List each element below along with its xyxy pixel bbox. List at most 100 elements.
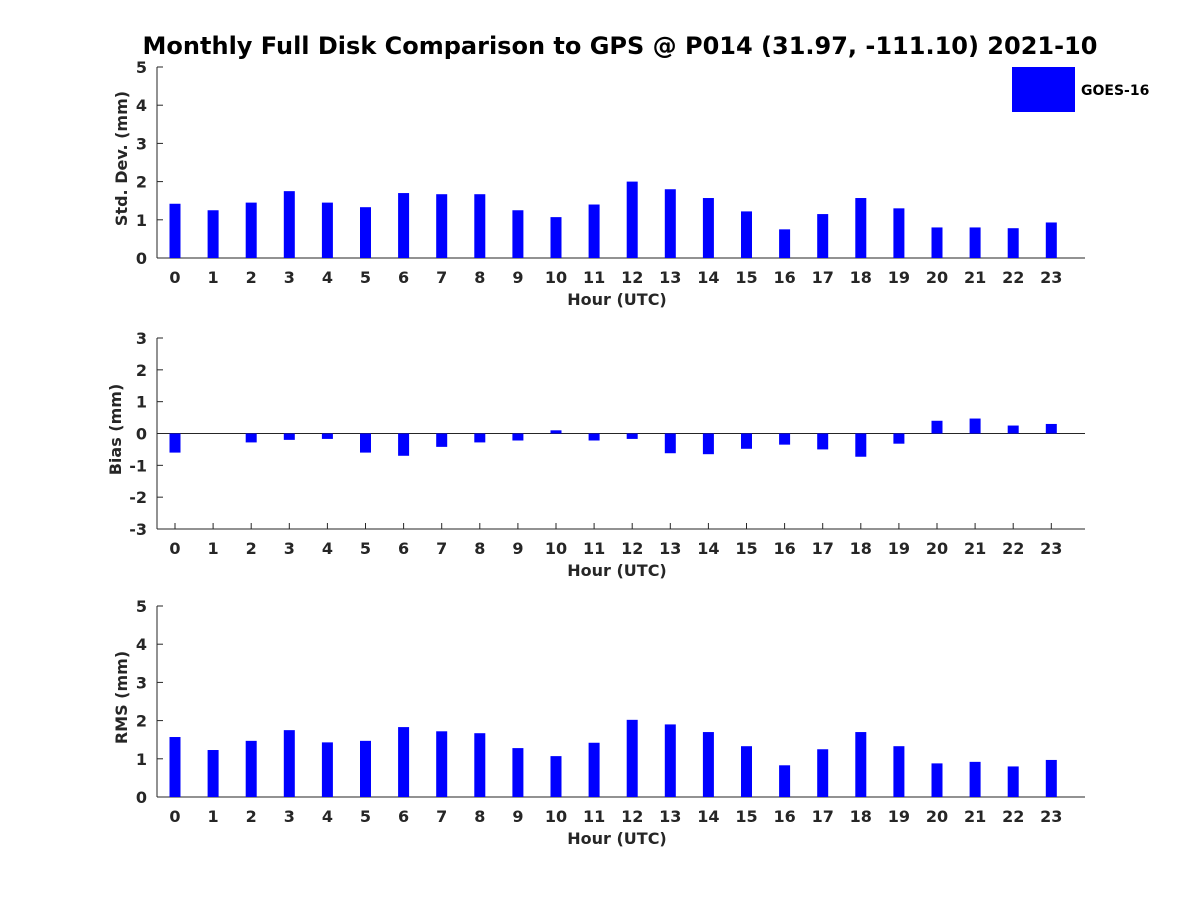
- x-tick-label: 0: [169, 807, 180, 826]
- x-tick-label: 13: [659, 539, 681, 558]
- bar-hour-0: [169, 737, 181, 797]
- bar-hour-8: [474, 733, 486, 797]
- x-axis-label: Hour (UTC): [567, 561, 667, 580]
- x-axis-label: Hour (UTC): [567, 829, 667, 848]
- bar-hour-15: [741, 433, 752, 449]
- x-tick-label: 7: [436, 268, 447, 287]
- y-axis-label: Std. Dev. (mm): [112, 91, 131, 226]
- x-tick-label: 5: [360, 268, 371, 287]
- x-tick-label: 4: [322, 539, 333, 558]
- x-tick-label: 20: [926, 807, 948, 826]
- x-tick-label: 2: [246, 807, 257, 826]
- bar-hour-2: [245, 202, 257, 258]
- bar-hour-10: [550, 430, 562, 434]
- bar-hour-1: [207, 210, 219, 258]
- bar-hour-10: [550, 756, 562, 797]
- bar-hour-8: [474, 194, 486, 258]
- x-tick-label: 18: [850, 268, 872, 287]
- bar-hour-22: [1007, 766, 1019, 797]
- legend-swatch: [1012, 67, 1075, 112]
- x-tick-label: 9: [512, 539, 523, 558]
- x-tick-label: 22: [1002, 539, 1024, 558]
- x-tick-label: 8: [474, 539, 485, 558]
- x-tick-label: 12: [621, 807, 643, 826]
- x-tick-label: 5: [360, 807, 371, 826]
- x-tick-label: 20: [926, 268, 948, 287]
- bar-hour-12: [626, 433, 638, 439]
- x-tick-label: 2: [246, 539, 257, 558]
- bar-hour-16: [779, 229, 791, 258]
- x-tick-label: 21: [964, 807, 986, 826]
- x-tick-label: 5: [360, 539, 371, 558]
- x-tick-label: 17: [812, 268, 834, 287]
- x-tick-label: 21: [964, 539, 986, 558]
- bar-hour-23: [1045, 222, 1057, 258]
- y-tick-label: 3: [136, 673, 147, 692]
- x-tick-label: 15: [735, 807, 757, 826]
- x-axis-label: Hour (UTC): [567, 290, 667, 309]
- bar-hour-11: [588, 742, 600, 797]
- bar-hour-20: [931, 763, 943, 797]
- x-tick-label: 2: [246, 268, 257, 287]
- bar-hour-17: [817, 749, 829, 797]
- x-tick-label: 15: [735, 268, 757, 287]
- y-tick-label: 3: [136, 329, 147, 348]
- x-tick-label: 6: [398, 539, 409, 558]
- bar-hour-6: [398, 433, 410, 456]
- bar-hour-19: [893, 746, 905, 797]
- x-tick-label: 3: [284, 268, 295, 287]
- x-tick-label: 10: [545, 268, 567, 287]
- x-tick-label: 21: [964, 268, 986, 287]
- bar-hour-14: [702, 433, 714, 455]
- bar-hour-9: [512, 210, 524, 258]
- x-tick-label: 18: [850, 539, 872, 558]
- bar-hour-18: [855, 732, 867, 797]
- bar-hour-2: [245, 740, 257, 797]
- x-tick-label: 23: [1040, 268, 1062, 287]
- x-tick-label: 6: [398, 807, 409, 826]
- bar-hour-0: [169, 203, 181, 258]
- bar-hour-23: [1045, 423, 1057, 434]
- x-tick-label: 11: [583, 807, 605, 826]
- y-tick-label: 1: [136, 393, 147, 412]
- x-tick-label: 22: [1002, 268, 1024, 287]
- x-tick-label: 22: [1002, 807, 1024, 826]
- y-tick-label: 1: [136, 211, 147, 230]
- bar-hour-5: [360, 740, 371, 797]
- x-tick-label: 17: [812, 539, 834, 558]
- bar-hour-8: [474, 433, 486, 443]
- bar-hour-15: [741, 211, 752, 258]
- x-tick-label: 23: [1040, 539, 1062, 558]
- bar-hour-14: [702, 198, 714, 258]
- y-tick-label: 4: [136, 635, 147, 654]
- y-tick-label: 0: [136, 788, 147, 807]
- x-tick-label: 14: [697, 807, 719, 826]
- bar-hour-22: [1007, 425, 1019, 434]
- x-tick-label: 14: [697, 268, 719, 287]
- x-tick-label: 10: [545, 807, 567, 826]
- x-tick-label: 15: [735, 539, 757, 558]
- bar-hour-7: [436, 731, 448, 797]
- bar-hour-4: [321, 742, 333, 797]
- bar-hour-19: [893, 208, 905, 258]
- x-tick-label: 17: [812, 807, 834, 826]
- y-tick-label: -3: [129, 520, 147, 539]
- y-tick-label: 5: [136, 597, 147, 616]
- x-tick-label: 11: [583, 539, 605, 558]
- x-tick-label: 1: [208, 807, 219, 826]
- bar-hour-12: [626, 719, 638, 797]
- bar-hour-5: [360, 207, 371, 258]
- x-tick-label: 19: [888, 268, 910, 287]
- bar-hour-18: [855, 433, 867, 457]
- x-tick-label: 11: [583, 268, 605, 287]
- y-axis-label: RMS (mm): [112, 651, 131, 744]
- x-tick-label: 8: [474, 807, 485, 826]
- bar-hour-11: [588, 433, 600, 441]
- bar-hour-3: [283, 433, 295, 440]
- x-tick-label: 16: [773, 268, 795, 287]
- y-tick-label: 0: [136, 425, 147, 444]
- legend-label: GOES-16: [1081, 83, 1149, 99]
- bar-hour-9: [512, 748, 524, 797]
